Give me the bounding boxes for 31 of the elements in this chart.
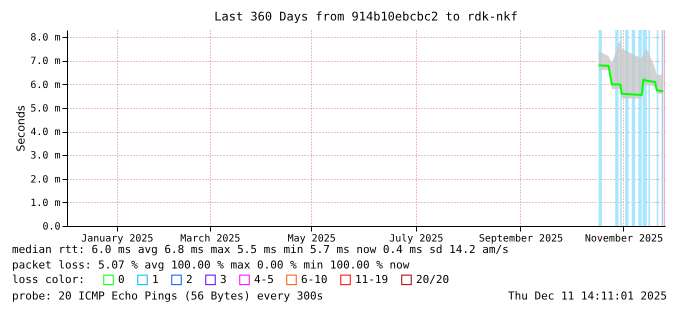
legend-label: 3: [220, 272, 227, 286]
legend-title: loss color:: [12, 273, 85, 286]
legend-label: 2: [186, 272, 193, 286]
y-tick-label: 4.0 m: [30, 127, 60, 138]
legend-label: 20/20: [416, 272, 450, 286]
x-tick-label: January 2025: [81, 234, 154, 244]
legend-label: 6-10: [301, 272, 328, 286]
legend-label: 4-5: [254, 272, 274, 286]
y-tick-label: 6.0 m: [30, 80, 60, 91]
text: probe: 20 ICMP Echo Pings (56 Bytes) every 300s: [12, 290, 324, 302]
line-series: [598, 64, 664, 96]
text: packet loss: 5.07 % avg 100.00 % max 0.00 % min 100.00 % now: [12, 258, 410, 272]
y-tick-label: 2.0 m: [30, 174, 60, 186]
legend-label: 0: [118, 272, 125, 286]
text: median rtt: 6.0 ms avg 6.8 ms max 5.5 ms min 5.7 ms now 0.4 ms sd 14.2 am/s: [12, 243, 509, 256]
chart-title: Last 360 Days from 914b10ebcbc2 to rdk-nkf: [214, 9, 518, 24]
y-axis-title: Seconds: [14, 105, 28, 152]
x-tick-label: May 2025: [288, 234, 336, 244]
x-tick-label: March 2025: [180, 234, 240, 244]
y-tick-label: 8.0 m: [30, 32, 60, 44]
text: Thu Dec 11 14:11:01 2025: [508, 290, 667, 302]
y-tick-label: 0.0: [42, 222, 60, 232]
x-tick-label: July 2025: [389, 234, 444, 244]
legend-label: 1: [152, 272, 159, 286]
legend-label: 11-19: [355, 272, 388, 286]
y-tick-label: 3.0 m: [30, 150, 60, 162]
x-tick-label: September 2025: [478, 234, 564, 244]
y-tick-label: 7.0 m: [30, 56, 60, 68]
x-tick-label: November 2025: [584, 234, 664, 244]
y-tick-label: 5.0 m: [30, 103, 60, 114]
y-tick-label: 1.0 m: [30, 198, 60, 209]
